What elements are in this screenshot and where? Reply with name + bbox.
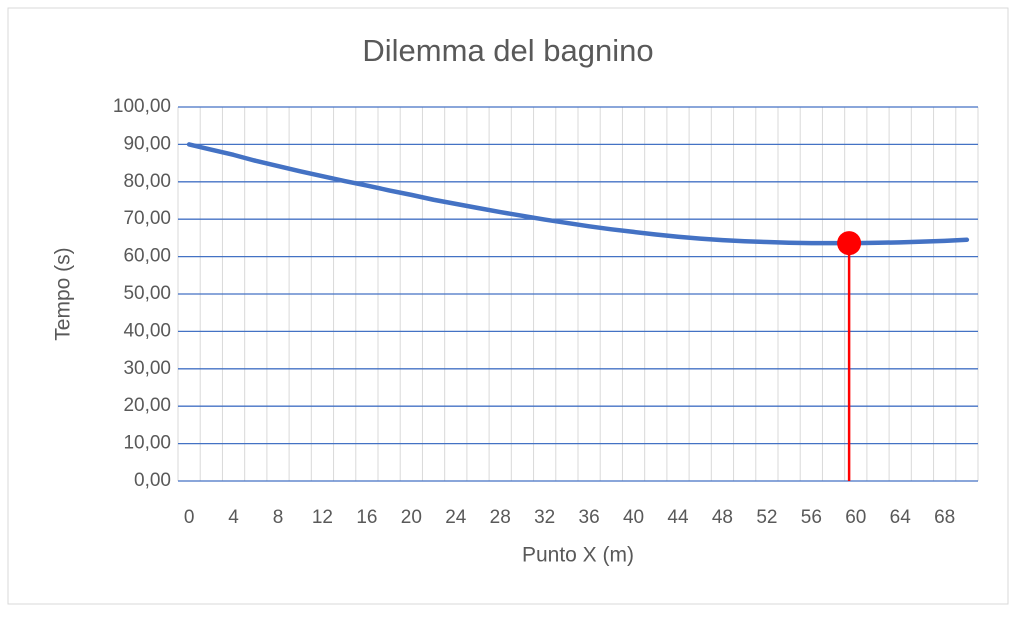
x-tick-label: 8 — [273, 507, 284, 528]
y-tick-label: 10,00 — [123, 433, 171, 454]
x-tick-label: 40 — [623, 507, 644, 528]
x-tick-label: 4 — [228, 507, 239, 528]
minimum-point — [837, 231, 862, 256]
y-tick-label: 40,00 — [123, 320, 171, 341]
y-tick-label: 60,00 — [123, 246, 171, 267]
y-tick-label: 70,00 — [123, 208, 171, 229]
x-tick-label: 64 — [890, 507, 912, 528]
y-tick-label: 20,00 — [123, 395, 171, 416]
x-tick-label: 36 — [579, 507, 600, 528]
x-tick-label: 48 — [712, 507, 733, 528]
y-tick-label: 80,00 — [123, 171, 171, 192]
x-tick-label: 60 — [845, 507, 866, 528]
y-tick-label: 100,00 — [113, 96, 171, 117]
x-tick-label: 0 — [184, 507, 195, 528]
y-tick-label: 90,00 — [123, 133, 171, 154]
x-tick-label: 32 — [534, 507, 555, 528]
x-tick-label: 28 — [490, 507, 511, 528]
chart-title: Dilemma del bagnino — [362, 33, 653, 68]
x-tick-label: 44 — [667, 507, 689, 528]
x-axis-title: Punto X (m) — [522, 544, 634, 567]
x-tick-label: 52 — [756, 507, 777, 528]
x-tick-label: 56 — [801, 507, 822, 528]
y-tick-label: 30,00 — [123, 358, 171, 379]
x-tick-label: 16 — [356, 507, 377, 528]
x-tick-label: 12 — [312, 507, 333, 528]
x-tick-label: 68 — [934, 507, 955, 528]
y-axis-title: Tempo (s) — [52, 247, 75, 340]
x-tick-label: 20 — [401, 507, 422, 528]
y-tick-label: 50,00 — [123, 283, 171, 304]
x-tick-label: 24 — [445, 507, 467, 528]
y-tick-label: 0,00 — [134, 470, 171, 491]
